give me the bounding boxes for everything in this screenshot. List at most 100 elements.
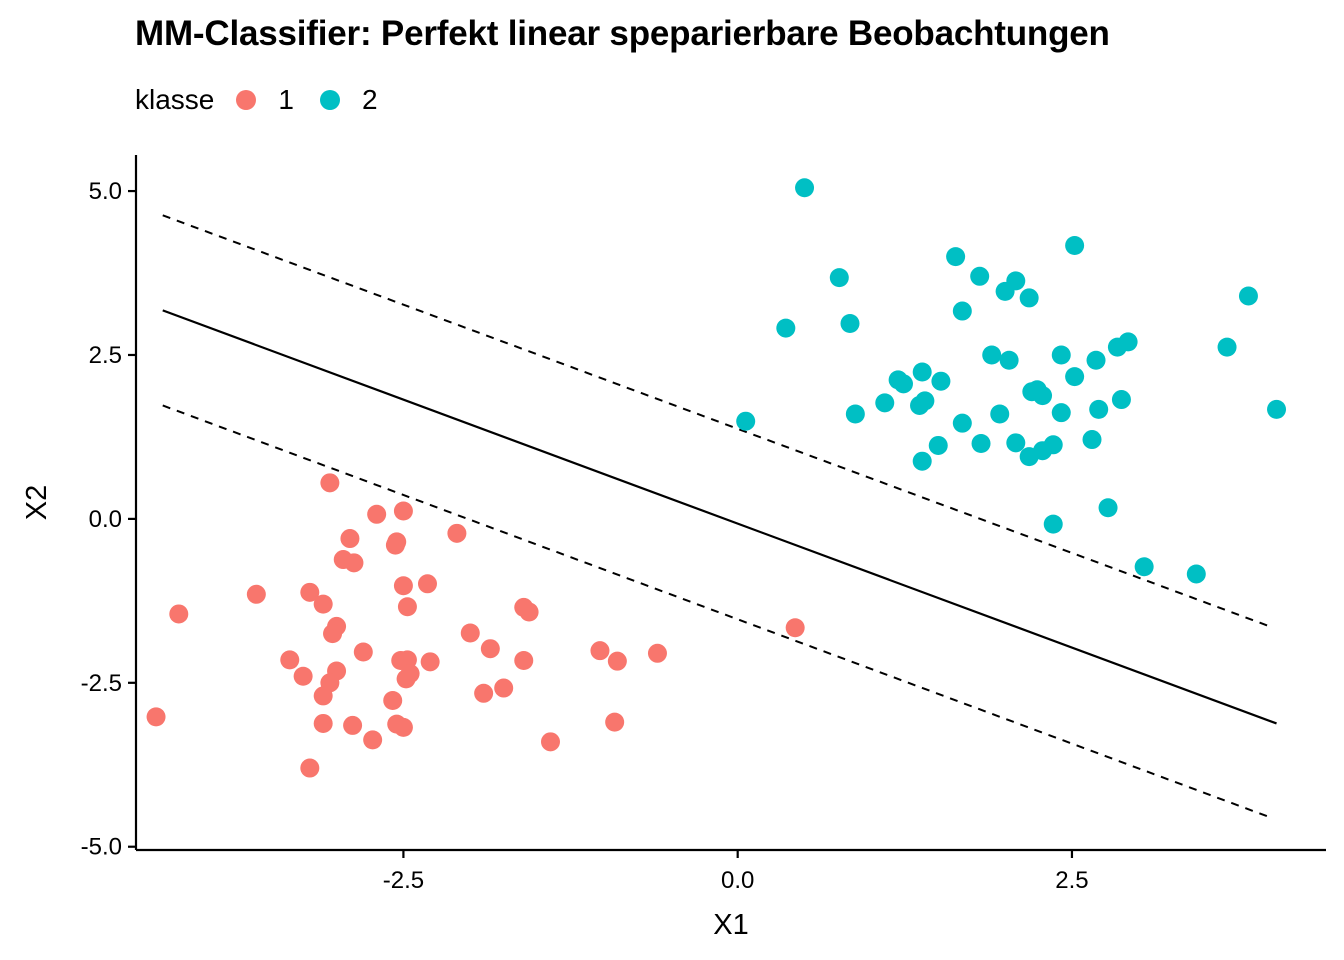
data-point-class-2-15 bbox=[1217, 337, 1237, 357]
data-point-class-2-6 bbox=[829, 268, 849, 288]
data-point-class-1-18 bbox=[519, 602, 539, 622]
margin-lines bbox=[162, 214, 1271, 819]
data-point-class-1-48 bbox=[363, 730, 383, 750]
data-point-class-2-20 bbox=[912, 362, 932, 382]
x-tick-label: -2.5 bbox=[383, 867, 424, 894]
data-point-class-2-33 bbox=[990, 404, 1010, 424]
data-point-class-2-48 bbox=[1043, 514, 1063, 534]
data-point-class-2-28 bbox=[875, 393, 895, 413]
data-point-class-1-47 bbox=[605, 712, 625, 732]
data-point-class-2-19 bbox=[1086, 350, 1106, 370]
data-point-class-2-9 bbox=[1238, 286, 1258, 306]
data-point-class-1-16 bbox=[169, 604, 189, 624]
y-axis-ticks: 5.0 2.5 0.0 -2.5 -5.0 bbox=[81, 178, 136, 861]
data-point-class-1-23 bbox=[353, 642, 373, 662]
data-point-class-1-7 bbox=[340, 529, 360, 549]
data-point-class-2-36 bbox=[1267, 399, 1287, 419]
y-tick-label: -2.5 bbox=[81, 670, 122, 697]
data-point-class-1-6 bbox=[385, 535, 405, 555]
data-point-class-1-40 bbox=[313, 686, 333, 706]
data-point-class-2-7 bbox=[995, 281, 1015, 301]
data-point-class-1-42 bbox=[146, 707, 166, 727]
data-point-class-1-19 bbox=[785, 618, 805, 638]
data-point-class-1-35 bbox=[293, 666, 313, 686]
data-point-class-2-34 bbox=[1051, 403, 1071, 423]
data-point-class-2-49 bbox=[1134, 557, 1154, 577]
data-point-class-2-45 bbox=[1019, 447, 1039, 467]
data-point-class-2-32 bbox=[845, 404, 865, 424]
x-tick-label: 0.0 bbox=[721, 867, 754, 894]
legend-label-class-2: 2 bbox=[361, 84, 378, 115]
y-tick-label: -5.0 bbox=[81, 834, 122, 861]
data-point-class-2-39 bbox=[928, 435, 948, 455]
data-point-class-2-14 bbox=[1107, 337, 1127, 357]
data-point-class-2-46 bbox=[912, 451, 932, 471]
data-point-class-1-32 bbox=[607, 651, 627, 671]
data-point-class-2-2 bbox=[1065, 235, 1085, 255]
legend-key-class-2 bbox=[319, 90, 340, 110]
data-point-class-1-46 bbox=[393, 717, 413, 737]
data-point-class-2-27 bbox=[1027, 380, 1047, 400]
data-point-class-2-22 bbox=[893, 374, 913, 394]
data-point-class-1-43 bbox=[313, 713, 333, 733]
data-point-class-2-43 bbox=[1082, 430, 1102, 450]
data-point-class-1-4 bbox=[447, 523, 467, 543]
data-point-class-2-1 bbox=[795, 178, 815, 198]
legend-entry-class-1: 1 bbox=[236, 84, 294, 116]
y-tick-label: 2.5 bbox=[89, 342, 122, 369]
data-point-class-2-16 bbox=[982, 345, 1002, 365]
data-point-class-2-41 bbox=[1006, 433, 1026, 453]
data-point-class-1-24 bbox=[480, 639, 500, 659]
data-point-class-2-4 bbox=[970, 266, 990, 286]
data-point-class-1-1 bbox=[320, 473, 340, 493]
data-points bbox=[146, 178, 1287, 778]
data-point-class-2-11 bbox=[840, 314, 860, 334]
legend: klasse 1 2 bbox=[135, 80, 404, 120]
data-point-class-1-44 bbox=[343, 715, 363, 735]
data-point-class-1-9 bbox=[344, 553, 364, 573]
data-point-class-2-24 bbox=[1065, 367, 1085, 387]
data-point-class-1-2 bbox=[367, 504, 387, 524]
data-point-class-2-30 bbox=[915, 391, 935, 411]
y-tick-label: 0.0 bbox=[89, 506, 122, 533]
data-point-class-2-3 bbox=[946, 247, 966, 267]
data-point-class-2-8 bbox=[1019, 288, 1039, 308]
y-axis-title: X2 bbox=[21, 485, 53, 520]
legend-label-class-1: 1 bbox=[278, 84, 294, 115]
y-tick-label: 5.0 bbox=[89, 178, 122, 205]
data-point-class-1-15 bbox=[397, 597, 417, 617]
data-point-class-1-41 bbox=[383, 691, 403, 711]
data-point-class-2-37 bbox=[736, 411, 756, 431]
x-axis-title: X1 bbox=[713, 909, 748, 941]
data-point-class-1-26 bbox=[647, 643, 667, 663]
data-point-class-2-10 bbox=[952, 301, 972, 321]
data-point-class-2-50 bbox=[1186, 564, 1206, 584]
data-point-class-1-11 bbox=[393, 576, 413, 596]
data-point-class-2-38 bbox=[952, 413, 972, 433]
data-point-class-1-25 bbox=[590, 641, 610, 661]
data-point-class-2-40 bbox=[971, 433, 991, 453]
data-point-class-1-39 bbox=[474, 683, 494, 703]
data-point-class-2-31 bbox=[1111, 390, 1131, 410]
data-point-class-2-23 bbox=[931, 371, 951, 391]
data-point-class-1-12 bbox=[246, 584, 266, 604]
chart-title: MM-Classifier: Perfekt linear speparierb… bbox=[135, 14, 1110, 53]
margin-line-1 bbox=[162, 214, 1271, 628]
data-point-class-1-22 bbox=[460, 623, 480, 643]
data-point-class-2-17 bbox=[999, 350, 1019, 370]
data-point-class-1-10 bbox=[417, 574, 437, 594]
legend-key-class-1 bbox=[236, 90, 257, 110]
x-axis-ticks: -2.5 0.0 2.5 bbox=[383, 850, 1089, 894]
data-point-class-1-30 bbox=[420, 652, 440, 672]
separating-hyperplane-line bbox=[162, 309, 1277, 725]
data-point-class-1-50 bbox=[300, 758, 320, 778]
data-point-class-1-36 bbox=[396, 669, 416, 689]
data-point-class-1-3 bbox=[393, 501, 413, 521]
data-point-class-1-38 bbox=[494, 678, 514, 698]
data-point-class-1-21 bbox=[323, 624, 343, 644]
data-point-class-1-13 bbox=[300, 582, 320, 602]
data-point-class-2-12 bbox=[776, 318, 796, 338]
legend-entry-class-2: 2 bbox=[319, 84, 378, 116]
data-point-class-1-49 bbox=[540, 732, 560, 752]
